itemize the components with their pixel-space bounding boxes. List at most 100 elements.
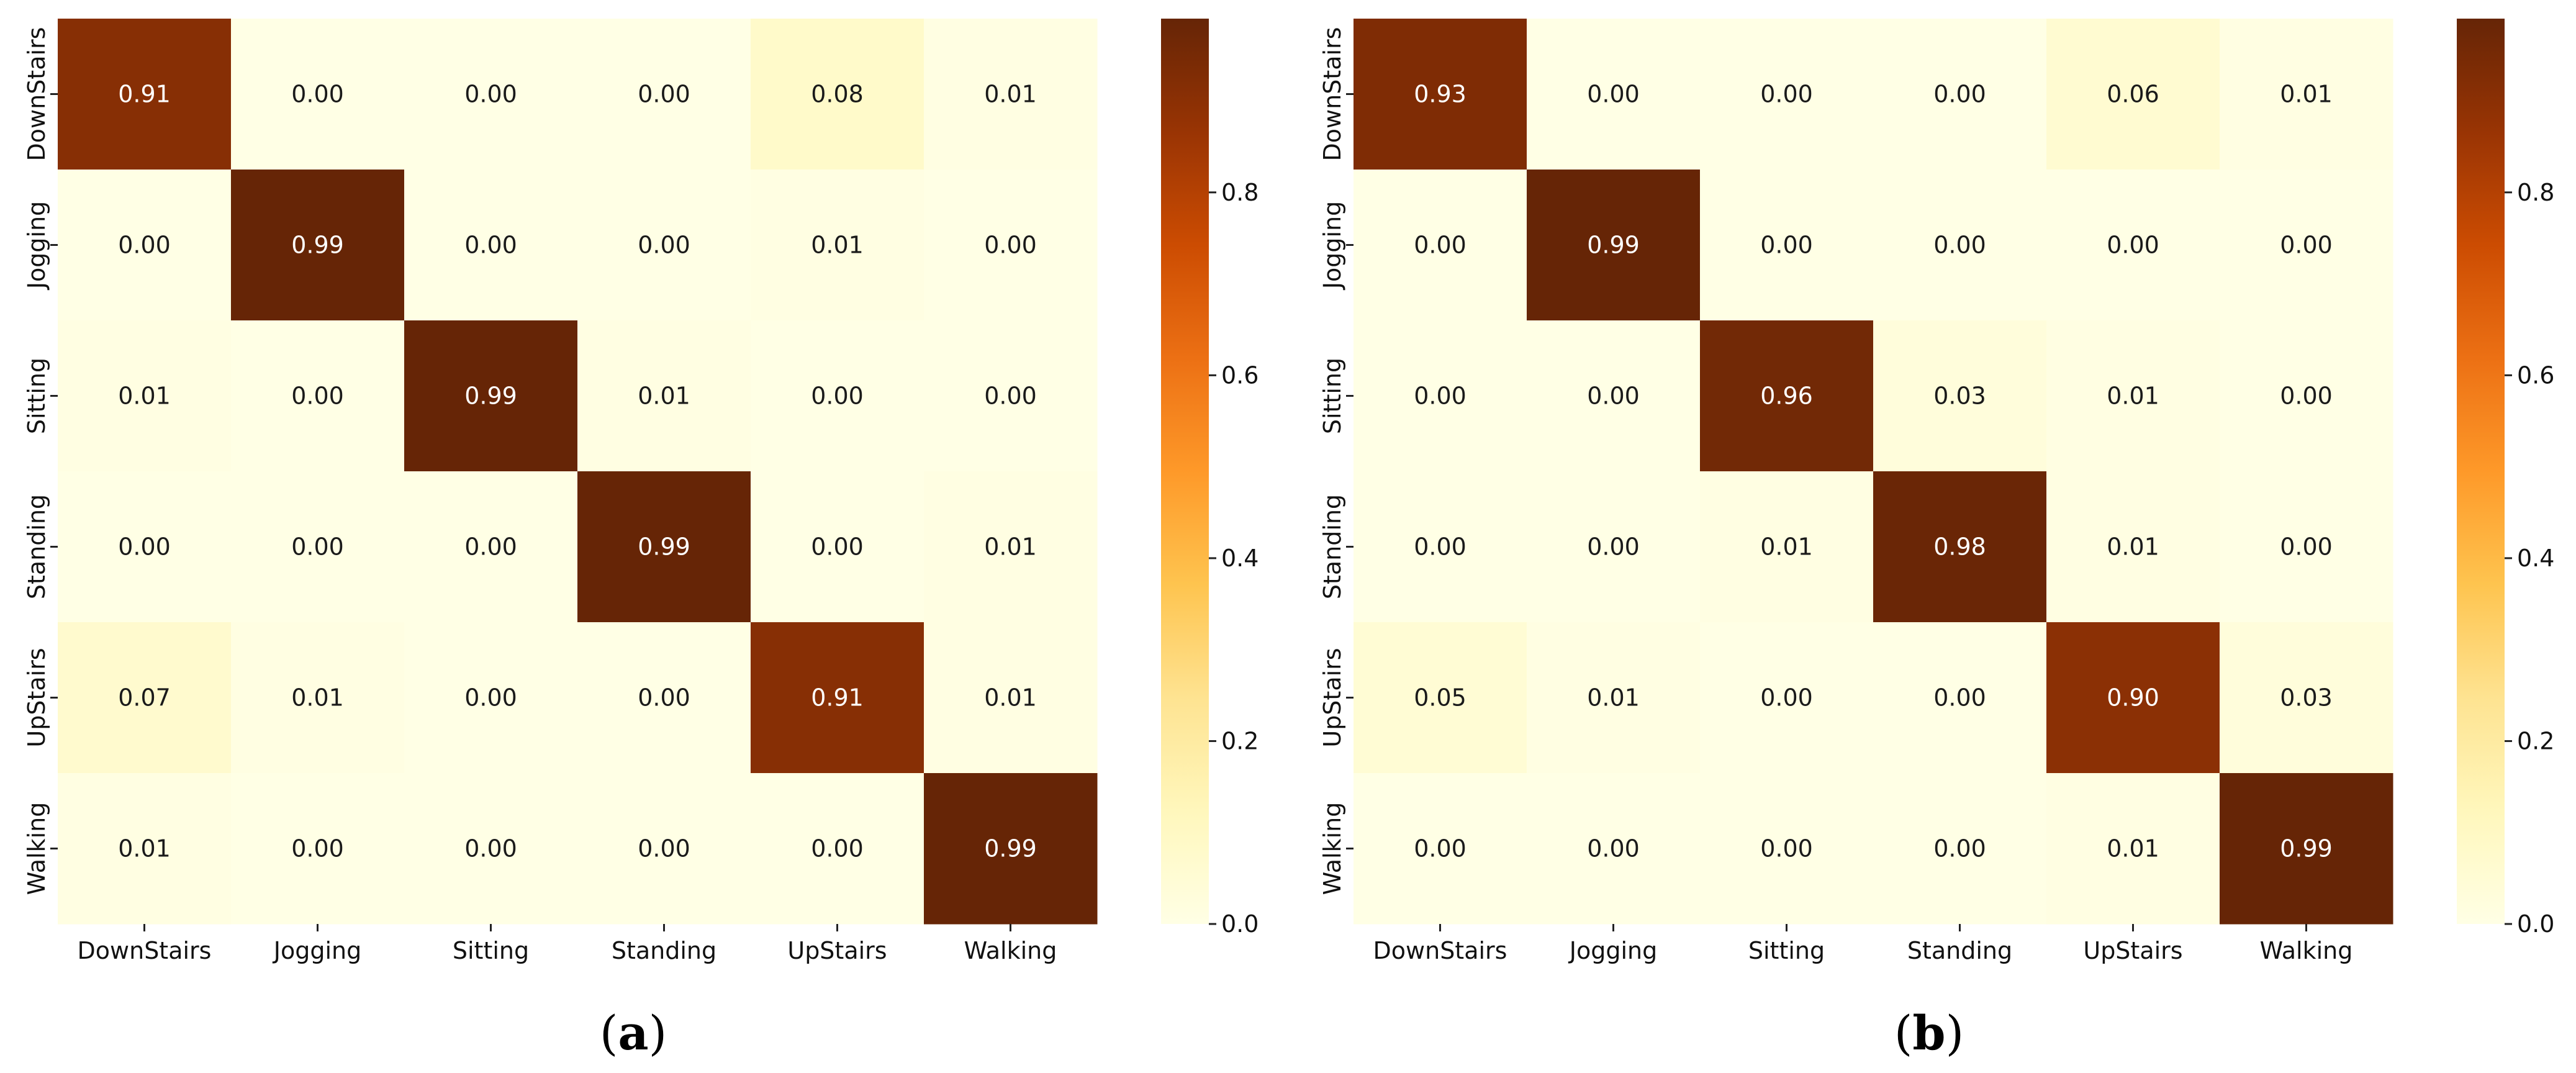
heatmap-cell [751,170,924,321]
cell-value-label: 0.00 [291,383,344,410]
heatmap-cell [751,622,924,774]
cell-value-label: 0.00 [464,81,517,108]
x-axis: DownStairs Jogging Sitting Standing UpStairs… [1373,924,2353,964]
cell-value-label: 0.00 [464,232,517,259]
heatmap-cell [2046,773,2220,925]
y-tick-label: DownStairs [23,27,50,161]
cell-value-label: 0.01 [291,684,344,712]
confusion-matrix-panel-a: 0.91 0.00 0.00 0.00 0.08 0.01 0.00 0.99 0.00 0.00… [23,19,1259,1061]
cell-value-label: 0.08 [811,81,864,108]
colorbar-tick-label: 0.4 [2517,545,2554,572]
heatmap-cell [231,471,405,623]
heatmap-cell [1527,170,1701,321]
cell-value-label: 0.00 [291,533,344,561]
cell-value-label: 0.00 [1933,835,1986,862]
heatmap-cell [231,773,405,925]
y-tick-label: UpStairs [1319,648,1346,747]
cell-value-label: 0.00 [1760,232,1813,259]
heatmap-cell [577,471,751,623]
cell-value-label: 0.00 [1760,81,1813,108]
cell-value-label: 0.00 [1760,684,1813,712]
heatmap-cell [1354,170,1527,321]
cell-value-label: 0.00 [1587,533,1640,561]
cell-value-label: 0.00 [638,684,690,712]
colorbar-tick-label: 0.8 [1221,179,1259,206]
cell-value-label: 0.00 [638,232,690,259]
cell-value-label: 0.91 [118,81,171,108]
cell-value-label: 0.00 [1587,383,1640,410]
cell-value-label: 0.06 [2107,81,2159,108]
heatmap-cell [404,320,578,472]
heatmap-cell [404,773,578,925]
heatmap-cell [231,19,405,170]
cell-value-label: 0.00 [2280,232,2333,259]
colorbar-gradient [1161,19,1209,924]
cell-value-label: 0.00 [2107,232,2159,259]
heatmap-cell [58,773,232,925]
heatmap-cell [404,170,578,321]
cell-value-label: 0.01 [2107,835,2159,862]
heatmap-cell [924,320,1098,472]
cell-value-label: 0.99 [638,533,690,561]
heatmap-cell [924,773,1098,925]
cell-value-label: 0.00 [811,533,864,561]
caption-panel-letter: b [1912,1005,1945,1061]
cell-value-label: 0.90 [2107,684,2159,712]
x-tick-label: UpStairs [2083,937,2182,964]
y-tick-label: DownStairs [1319,27,1346,161]
heatmap-cell [1700,773,1874,925]
heatmap-cell [751,320,924,472]
colorbar-tick-label: 0.4 [1221,545,1259,572]
panel-caption: (a) [600,1005,667,1061]
heatmap-cell [1700,19,1874,170]
cell-value-label: 0.00 [1587,835,1640,862]
colorbar-tick-label: 0.2 [2517,727,2554,754]
heatmap-cell [577,320,751,472]
confusion-matrix-panel-b: 0.93 0.00 0.00 0.00 0.06 0.010.00 0.99 0.00 0.00… [1319,19,2554,1061]
heatmap-cell [58,622,232,774]
cell-value-label: 0.01 [2107,533,2159,561]
cell-value-label: 0.01 [2280,81,2333,108]
caption-close-paren: ) [649,1005,667,1061]
heatmap-cell [2220,19,2393,170]
cell-value-label: 0.01 [984,533,1037,561]
heatmap-cell [58,19,232,170]
cell-value-label: 0.99 [1587,232,1640,259]
heatmap-cell [58,170,232,321]
colorbar-tick-label: 0.6 [2517,361,2554,389]
heatmap-cell [2046,471,2220,623]
heatmap-cell [1873,19,2047,170]
cell-value-label: 0.00 [2280,533,2333,561]
heatmap-cell [1873,773,2047,925]
cell-value-label: 0.01 [811,232,864,259]
cell-value-label: 0.99 [2280,835,2333,862]
heatmap-cell [751,471,924,623]
cell-value-label: 0.00 [1933,232,1986,259]
cell-value-label: 0.00 [118,533,171,561]
y-tick-label: Walking [23,802,50,895]
cell-value-label: 0.96 [1760,383,1813,410]
colorbar: 0.0 0.2 0.4 0.6 0.8 [2457,19,2554,938]
heatmap-cell [1354,773,1527,925]
y-tick-label: Sitting [1319,358,1346,434]
y-tick-label: Sitting [23,358,50,434]
heatmap-cell [58,471,232,623]
cell-value-label: 0.00 [464,835,517,862]
y-tick-label: Jogging [23,201,50,290]
caption-panel-letter: a [618,1005,648,1061]
heatmap-cell [577,773,751,925]
x-tick-label: Walking [2260,937,2353,964]
cell-value-label: 0.00 [1414,232,1467,259]
x-tick-label: Jogging [1568,937,1657,964]
heatmap-cell [751,773,924,925]
heatmap-cell [58,320,232,472]
heatmap-cell [1354,471,1527,623]
cell-value-label: 0.01 [118,383,171,410]
cell-value-label: 0.01 [984,81,1037,108]
cell-value-label: 0.07 [118,684,171,712]
cell-value-label: 0.00 [2280,383,2333,410]
cell-value-label: 0.99 [984,835,1037,862]
heatmap-cell [924,622,1098,774]
y-axis: DownStairs Jogging Sitting Standing UpStairs… [1319,27,1354,895]
heatmap-cell [2046,170,2220,321]
